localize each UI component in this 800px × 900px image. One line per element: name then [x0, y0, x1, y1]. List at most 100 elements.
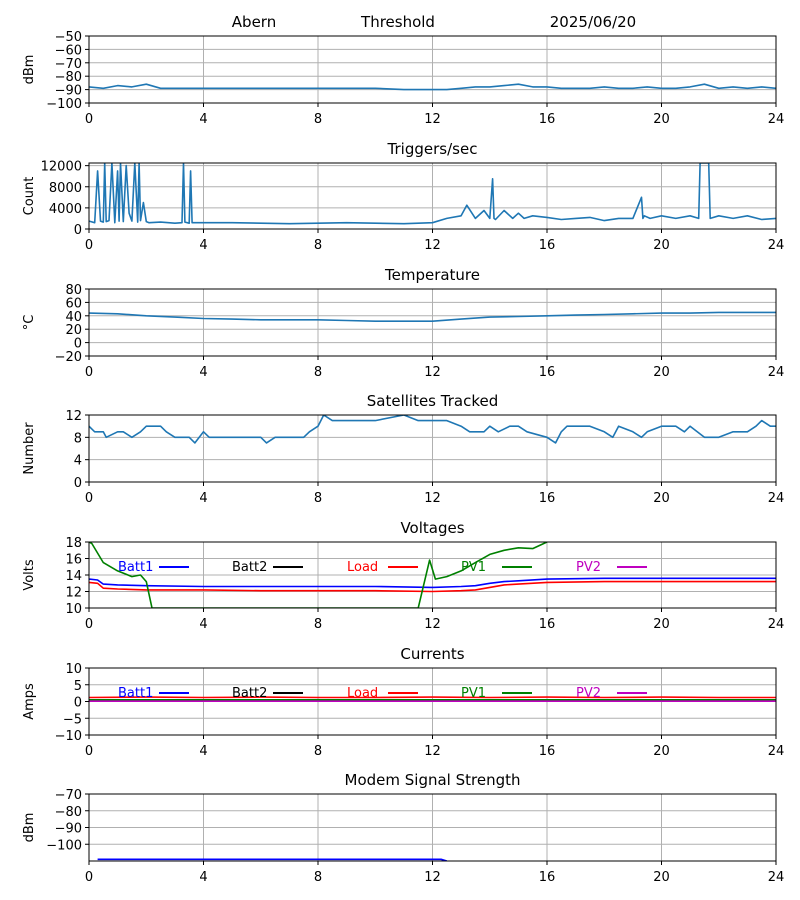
series-group — [97, 858, 448, 861]
y-tick-label: −80 — [55, 70, 82, 85]
y-tick-label: 0 — [74, 337, 82, 352]
series-line-1 — [89, 415, 776, 444]
x-tick-label: 20 — [653, 870, 670, 885]
chart-panel-4: 0 4 8 12 16 20 24 0 4 8 12 Satellites Tracked Number — [22, 392, 784, 506]
x-tick-label: 12 — [424, 112, 441, 127]
x-tick-label: 12 — [424, 238, 441, 253]
x-tick-label: 24 — [768, 238, 785, 253]
header-label: Threshold — [360, 13, 435, 31]
series-group — [89, 311, 776, 323]
x-tick-label: 24 — [768, 617, 785, 632]
series-line-1 — [89, 163, 776, 225]
legend-label-batt1: Batt1 — [118, 560, 153, 575]
chart-panel-1: 0 4 8 12 16 20 24 −100−90−80−70−60−50 dBm — [22, 30, 784, 127]
series-group — [89, 696, 776, 703]
series-group — [89, 163, 776, 225]
x-tick-label: 8 — [314, 744, 322, 759]
x-tick-label: 4 — [199, 365, 207, 380]
y-tick-label: 12 — [65, 586, 82, 601]
x-tick-label: 0 — [85, 870, 93, 885]
y-tick-label: 12000 — [41, 160, 82, 175]
x-tick-label: 8 — [314, 617, 322, 632]
x-tick-label: 20 — [653, 617, 670, 632]
y-axis-label: Number — [22, 422, 37, 475]
y-tick-label: 4 — [74, 454, 82, 469]
chart-title: Satellites Tracked — [367, 392, 498, 410]
series-line-batt1 — [89, 577, 776, 589]
series-line-1 — [89, 83, 776, 91]
y-tick-label: 8 — [74, 431, 82, 446]
x-tick-label: 16 — [539, 870, 556, 885]
x-tick-label: 24 — [768, 744, 785, 759]
y-axis-label: dBm — [22, 55, 37, 85]
y-tick-label: −60 — [55, 43, 82, 58]
x-tick-label: 0 — [85, 112, 93, 127]
y-tick-label: −70 — [55, 788, 82, 803]
y-tick-label: 4000 — [49, 202, 82, 217]
y-tick-label: −10 — [55, 729, 82, 744]
x-tick-label: 24 — [768, 491, 785, 506]
x-tick-label: 12 — [424, 617, 441, 632]
chart-title: Modem Signal Strength — [345, 771, 521, 789]
legend-label-batt2: Batt2 — [232, 560, 267, 575]
y-tick-label: −100 — [46, 838, 82, 853]
x-tick-label: 20 — [653, 238, 670, 253]
y-tick-label: −20 — [55, 350, 82, 365]
x-tick-label: 24 — [768, 112, 785, 127]
x-tick-label: 4 — [199, 617, 207, 632]
x-tick-label: 12 — [424, 744, 441, 759]
y-axis-label: dBm — [22, 813, 37, 843]
series-line-1 — [97, 858, 448, 861]
x-tick-label: 16 — [539, 617, 556, 632]
y-tick-label: 16 — [65, 553, 82, 568]
y-tick-label: −50 — [55, 30, 82, 45]
figure-header: Abern Threshold 2025/06/20 — [232, 13, 636, 31]
legend-label-pv1: PV1 — [461, 686, 486, 701]
y-tick-label: 14 — [65, 569, 82, 584]
series-line-pv1 — [89, 542, 548, 608]
y-axis-label: °C — [22, 315, 37, 331]
x-tick-label: 20 — [653, 112, 670, 127]
x-tick-label: 4 — [199, 112, 207, 127]
chart-panel-2: 0 4 8 12 16 20 24 0 4000 8000 12000 Triggers/sec Cou… — [22, 140, 784, 253]
x-tick-label: 4 — [199, 870, 207, 885]
y-tick-label: 20 — [65, 323, 82, 338]
x-tick-label: 16 — [539, 365, 556, 380]
y-tick-label: 60 — [65, 296, 82, 311]
x-tick-label: 8 — [314, 238, 322, 253]
y-axis-label: Amps — [22, 683, 37, 720]
y-tick-label: 12 — [65, 409, 82, 424]
x-tick-label: 20 — [653, 491, 670, 506]
x-tick-label: 8 — [314, 112, 322, 127]
chart-title: Triggers/sec — [387, 140, 478, 158]
x-tick-label: 0 — [85, 238, 93, 253]
legend-label-batt2: Batt2 — [232, 686, 267, 701]
x-tick-label: 20 — [653, 365, 670, 380]
y-tick-label: 10 — [65, 602, 82, 617]
chart-title: Voltages — [400, 519, 464, 537]
series-group — [89, 542, 776, 608]
x-tick-label: 24 — [768, 870, 785, 885]
x-tick-label: 16 — [539, 112, 556, 127]
legend-label-pv2: PV2 — [576, 560, 601, 575]
chart-panel-7: 0 4 8 12 16 20 24 −100−90 −80 −70 Modem Signal Str… — [22, 771, 784, 885]
y-tick-label: 0 — [74, 696, 82, 711]
x-tick-label: 12 — [424, 870, 441, 885]
chart-title: Temperature — [384, 266, 480, 284]
legend-label-pv2: PV2 — [576, 686, 601, 701]
x-tick-label: 16 — [539, 491, 556, 506]
x-tick-label: 24 — [768, 365, 785, 380]
y-tick-label: −90 — [55, 822, 82, 837]
x-tick-label: 0 — [85, 365, 93, 380]
series-group — [89, 415, 776, 444]
legend-label-load: Load — [347, 686, 378, 701]
legend-label-load: Load — [347, 560, 378, 575]
x-tick-label: 0 — [85, 617, 93, 632]
y-tick-label: 10 — [65, 662, 82, 677]
x-tick-label: 8 — [314, 491, 322, 506]
y-tick-label: −70 — [55, 57, 82, 72]
y-tick-label: 0 — [74, 476, 82, 491]
